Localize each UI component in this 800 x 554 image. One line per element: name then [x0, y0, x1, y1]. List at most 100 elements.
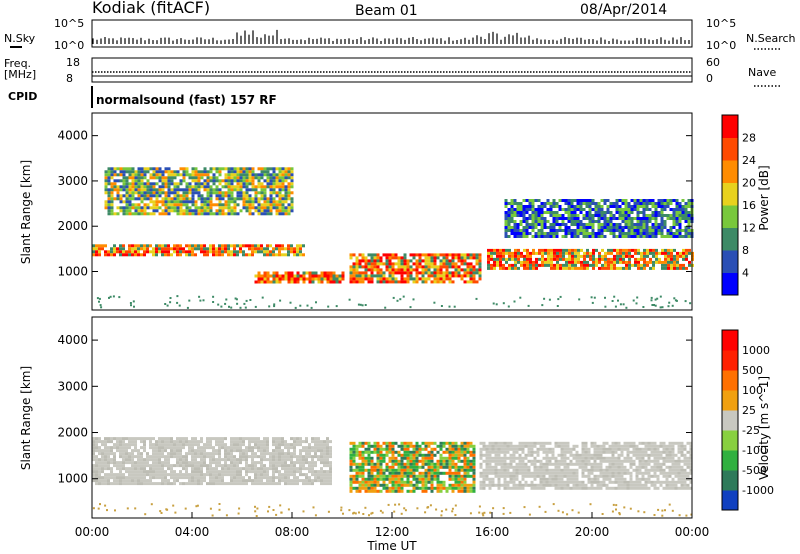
heatmap-cell — [675, 220, 679, 223]
heatmap-cell — [290, 452, 293, 456]
heatmap-cell — [654, 232, 658, 235]
heatmap-cell — [140, 470, 143, 474]
heatmap-cell — [194, 182, 198, 186]
heatmap-cell — [92, 464, 95, 468]
heatmap-cell — [257, 461, 260, 465]
heatmap-cell — [248, 170, 252, 174]
heatmap-cell — [188, 197, 192, 201]
heatmap-cell — [564, 223, 568, 226]
heatmap-cell — [549, 229, 553, 232]
heatmap-cell — [448, 274, 452, 278]
heatmap-cell — [397, 444, 401, 448]
heatmap-cell — [595, 257, 598, 261]
heatmap-cell — [488, 459, 492, 463]
heatmap-cell — [382, 474, 386, 478]
heatmap-cell — [418, 459, 422, 463]
heatmap-cell — [460, 256, 464, 260]
heatmap-cell — [421, 271, 425, 275]
heatmap-cell — [137, 212, 141, 216]
heatmap-cell — [490, 248, 493, 252]
heatmap-cell — [230, 197, 234, 201]
heatmap-cell — [179, 452, 182, 456]
heatmap-cell — [672, 214, 676, 217]
heatmap-cell — [104, 476, 107, 480]
heatmap-cell — [436, 444, 440, 448]
heatmap-cell — [504, 232, 508, 235]
heatmap-cell — [613, 260, 616, 264]
heatmap-cell — [457, 474, 461, 478]
heatmap-cell — [537, 235, 541, 238]
heatmap-cell — [687, 217, 691, 220]
heatmap-cell — [563, 441, 567, 445]
heatmap-cell — [448, 477, 452, 481]
heatmap-cell — [110, 440, 113, 444]
heatmap-cell — [657, 214, 661, 217]
heatmap-cell — [685, 257, 688, 261]
heatmap-cell — [663, 205, 667, 208]
heatmap-cell — [224, 452, 227, 456]
heatmap-cell — [570, 214, 574, 217]
heatmap-cell — [370, 444, 374, 448]
heatmap-cell — [218, 197, 222, 201]
heatmap-cell — [338, 277, 342, 281]
heatmap-cell — [552, 205, 556, 208]
heatmap-cell — [269, 194, 273, 198]
heatmap-cell — [579, 229, 583, 232]
heatmap-cell — [488, 447, 492, 451]
heatmap-cell — [415, 268, 419, 272]
heatmap-cell — [125, 167, 129, 171]
heatmap-cell — [137, 467, 140, 471]
heatmap-cell — [409, 268, 413, 272]
heatmap-cell — [542, 462, 546, 466]
heatmap-cell — [194, 473, 197, 477]
heatmap-cell — [218, 470, 221, 474]
heatmap-cell — [308, 449, 311, 453]
heatmap-cell — [500, 450, 504, 454]
heatmap-cell — [388, 447, 392, 451]
heatmap-cell — [556, 254, 559, 258]
heatmap-cell — [506, 474, 510, 478]
heatmap-cell — [508, 251, 511, 255]
heatmap-cell — [457, 465, 461, 469]
heatmap-cell — [155, 167, 159, 171]
heatmap-cell — [140, 212, 144, 216]
heatmap-cell — [569, 474, 573, 478]
heatmap-cell — [122, 244, 125, 248]
heatmap-cell — [633, 232, 637, 235]
heatmap-cell — [394, 483, 398, 487]
heatmap-cell — [281, 197, 285, 201]
heatmap-cell — [667, 257, 670, 261]
heatmap-cell — [530, 453, 534, 457]
heatmap-cell — [591, 223, 595, 226]
heatmap-cell — [400, 480, 404, 484]
heatmap-cell — [134, 197, 138, 201]
heatmap-cell — [140, 167, 144, 171]
heatmap-cell — [672, 217, 676, 220]
heatmap-cell — [125, 209, 129, 213]
heatmap-cell — [266, 253, 269, 257]
heatmap-cell — [376, 468, 380, 472]
heatmap-cell — [382, 280, 386, 284]
heatmap-cell — [194, 247, 197, 251]
heatmap-cell — [588, 226, 592, 229]
heatmap-cell — [522, 211, 526, 214]
heatmap-cell — [128, 253, 131, 257]
heatmap-cell — [361, 265, 365, 269]
heatmap-cell — [236, 179, 240, 183]
heatmap-cell — [570, 229, 574, 232]
heatmap-cell — [146, 194, 150, 198]
heatmap-cell — [618, 211, 622, 214]
heatmap-cell — [133, 305, 135, 308]
heatmap-cell — [475, 256, 479, 260]
heatmap-cell — [137, 206, 141, 210]
heatmap-cell — [128, 188, 132, 192]
heatmap-cell — [122, 167, 126, 171]
heatmap-cell — [191, 479, 194, 483]
heatmap-cell — [122, 170, 126, 174]
heatmap-cell — [367, 489, 371, 493]
heatmap-cell — [104, 200, 108, 204]
heatmap-cell — [341, 271, 345, 275]
heatmap-cell — [152, 173, 156, 177]
heatmap-cell — [191, 250, 194, 254]
heatmap-cell — [242, 203, 246, 207]
